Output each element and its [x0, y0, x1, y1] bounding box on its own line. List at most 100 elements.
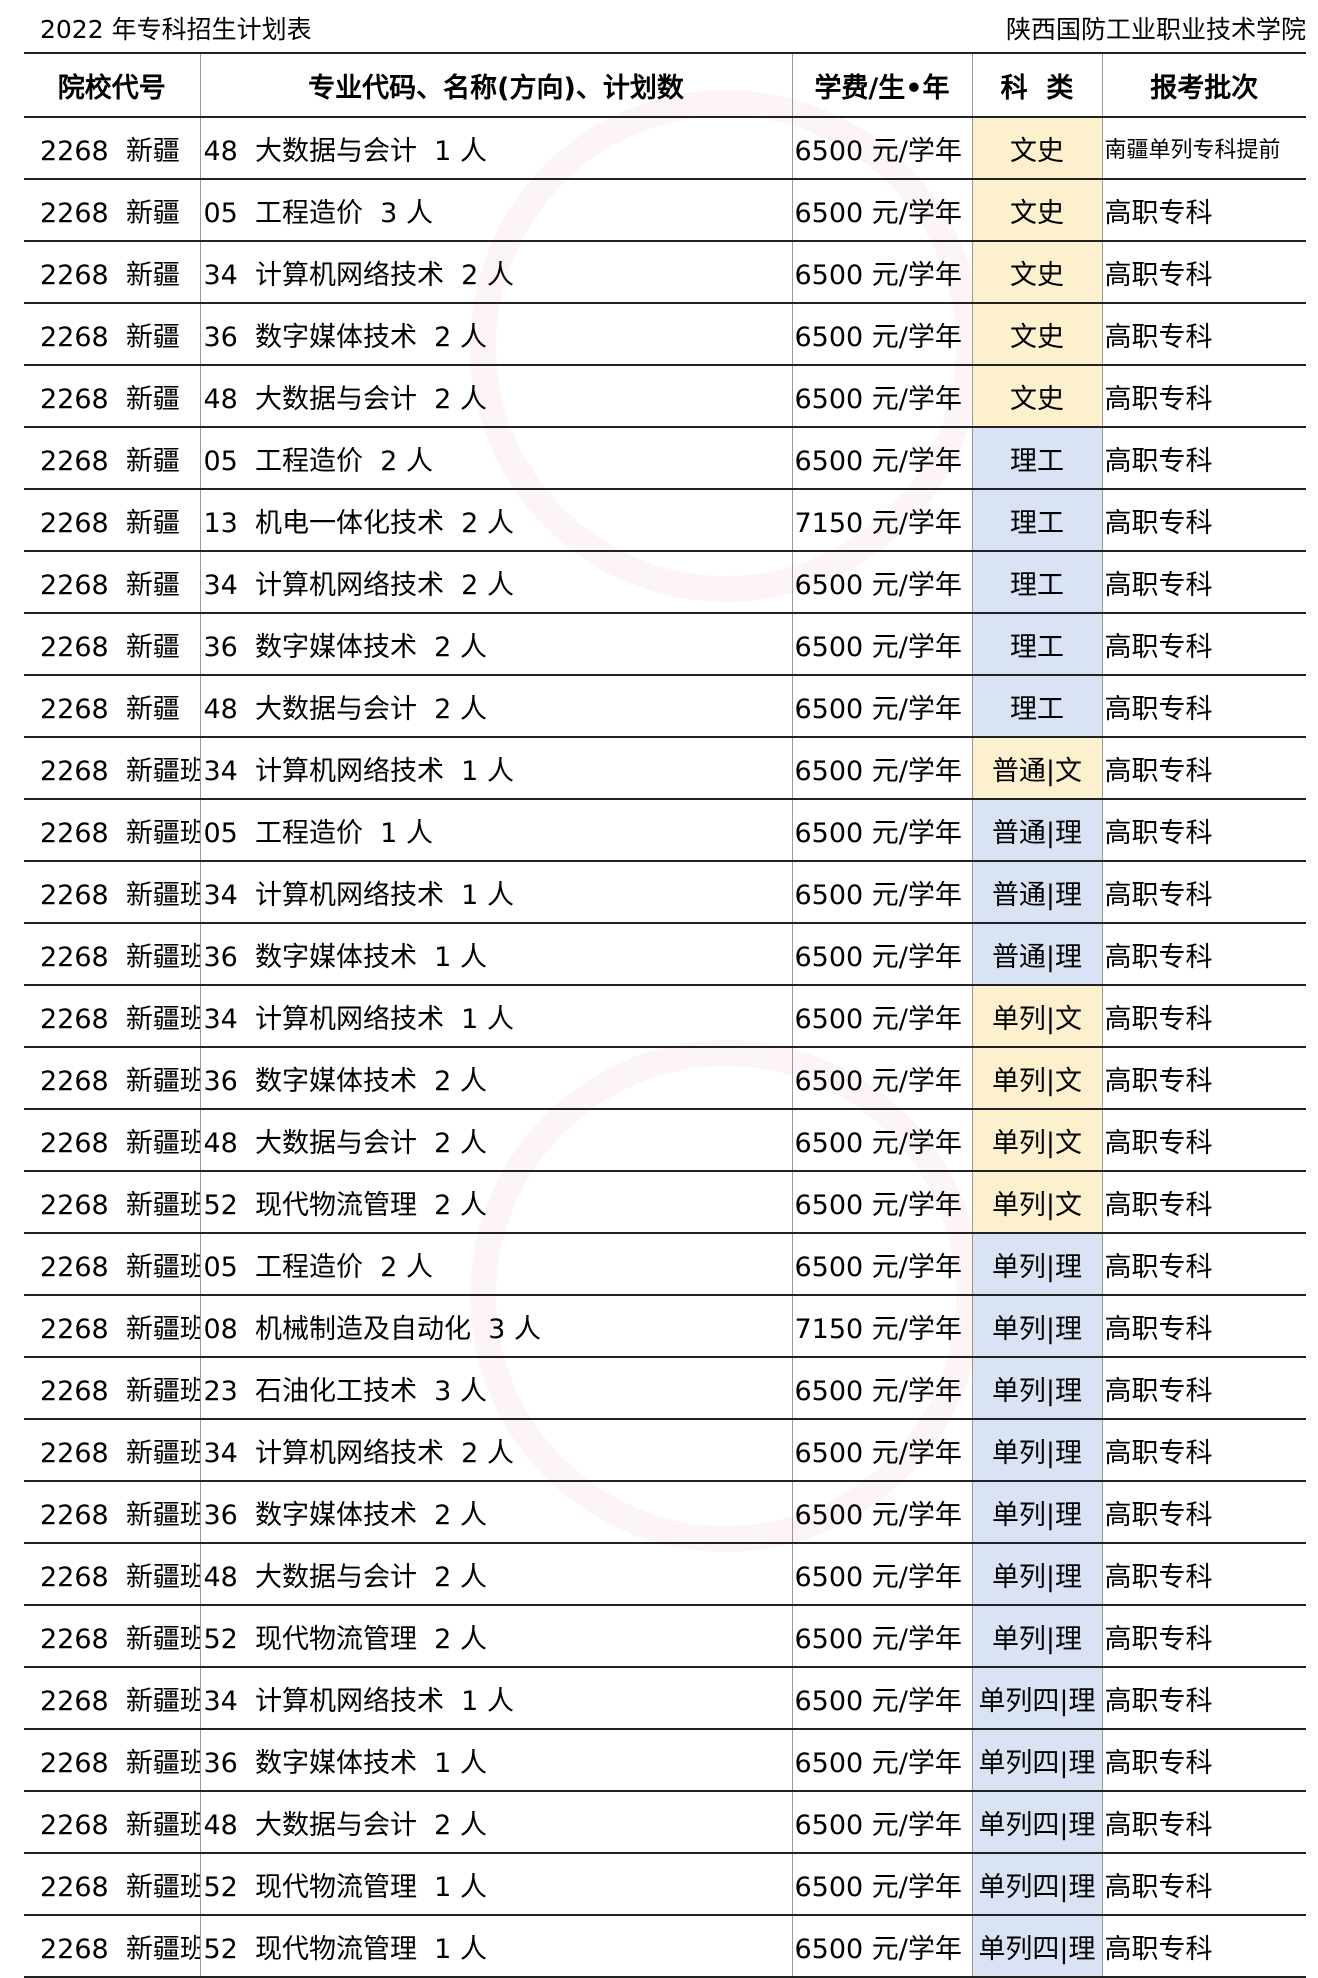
tuition-cell: 6500 元/学年 — [791, 1481, 972, 1544]
category-cell: 理工 — [971, 489, 1102, 552]
batch-cell: 高职专科 — [1101, 241, 1306, 304]
table-row: 2268 新疆班 52 现代物流管理 1 人 6500 元/学年 单列四|理 高职专科 — [24, 1853, 1306, 1916]
major-cell: 23 石油化工技术 3 人 — [199, 1357, 792, 1420]
school-code-cell: 2268 新疆班 — [24, 1295, 200, 1358]
category-cell: 单列|理 — [971, 1481, 1102, 1544]
batch-cell: 高职专科 — [1101, 1481, 1306, 1544]
batch-cell: 高职专科 — [1101, 1667, 1306, 1730]
category-cell: 理工 — [971, 427, 1102, 490]
table-row: 2268 新疆班 36 数字媒体技术 2 人 6500 元/学年 单列|理 高职专科 — [24, 1481, 1306, 1544]
major-cell: 05 工程造价 1 人 — [199, 799, 792, 862]
major-cell: 36 数字媒体技术 1 人 — [199, 1729, 792, 1792]
header-school-code: 院校代号 — [24, 52, 200, 118]
category-cell: 单列|理 — [971, 1295, 1102, 1358]
batch-cell: 高职专科 — [1101, 1729, 1306, 1792]
school-code-cell: 2268 新疆班 — [24, 1047, 200, 1110]
batch-cell: 高职专科 — [1101, 1233, 1306, 1296]
table-row: 2268 新疆班 52 现代物流管理 2 人 6500 元/学年 单列|文 高职专科 — [24, 1171, 1306, 1234]
major-cell: 13 机电一体化技术 2 人 — [199, 489, 792, 552]
table-row: 2268 新疆 48 大数据与会计 1 人 6500 元/学年 文史 南疆单列专科提前 — [24, 117, 1306, 180]
tuition-cell: 6500 元/学年 — [791, 799, 972, 862]
category-cell: 单列|理 — [971, 1543, 1102, 1606]
tuition-cell: 7150 元/学年 — [791, 1295, 972, 1358]
table-row: 2268 新疆班 23 石油化工技术 3 人 6500 元/学年 单列|理 高职专科 — [24, 1357, 1306, 1420]
batch-cell: 高职专科 — [1101, 861, 1306, 924]
category-cell: 单列|理 — [971, 1419, 1102, 1482]
school-code-cell: 2268 新疆班 — [24, 1915, 200, 1978]
table-row: 2268 新疆 34 计算机网络技术 2 人 6500 元/学年 理工 高职专科 — [24, 551, 1306, 614]
table-row: 2268 新疆班 34 计算机网络技术 1 人 6500 元/学年 单列四|理 高职专科 — [24, 1667, 1306, 1730]
enrollment-plan-table: 院校代号 专业代码、名称(方向)、计划数 学费/生•年 科 类 报考批次 226… — [24, 52, 1306, 1978]
category-cell: 文史 — [971, 303, 1102, 366]
major-cell: 36 数字媒体技术 1 人 — [199, 923, 792, 986]
category-cell: 理工 — [971, 613, 1102, 676]
major-cell: 48 大数据与会计 2 人 — [199, 675, 792, 738]
batch-cell: 高职专科 — [1101, 737, 1306, 800]
tuition-cell: 6500 元/学年 — [791, 551, 972, 614]
category-cell: 普通|理 — [971, 861, 1102, 924]
tuition-cell: 6500 元/学年 — [791, 985, 972, 1048]
batch-cell: 高职专科 — [1101, 427, 1306, 490]
batch-cell: 高职专科 — [1101, 1047, 1306, 1110]
tuition-cell: 6500 元/学年 — [791, 241, 972, 304]
major-cell: 08 机械制造及自动化 3 人 — [199, 1295, 792, 1358]
tuition-cell: 6500 元/学年 — [791, 1605, 972, 1668]
batch-cell: 高职专科 — [1101, 1109, 1306, 1172]
school-code-cell: 2268 新疆 — [24, 551, 200, 614]
school-code-cell: 2268 新疆班 — [24, 1109, 200, 1172]
major-cell: 48 大数据与会计 2 人 — [199, 365, 792, 428]
category-cell: 文史 — [971, 365, 1102, 428]
table-row: 2268 新疆班 34 计算机网络技术 1 人 6500 元/学年 普通|理 高职专科 — [24, 861, 1306, 924]
tuition-cell: 6500 元/学年 — [791, 861, 972, 924]
table-header-row: 院校代号 专业代码、名称(方向)、计划数 学费/生•年 科 类 报考批次 — [24, 52, 1306, 118]
table-row: 2268 新疆班 36 数字媒体技术 1 人 6500 元/学年 单列四|理 高职专科 — [24, 1729, 1306, 1792]
batch-cell: 高职专科 — [1101, 985, 1306, 1048]
tuition-cell: 6500 元/学年 — [791, 1791, 972, 1854]
major-cell: 34 计算机网络技术 2 人 — [199, 1419, 792, 1482]
school-code-cell: 2268 新疆班 — [24, 737, 200, 800]
table-row: 2268 新疆班 36 数字媒体技术 1 人 6500 元/学年 普通|理 高职专科 — [24, 923, 1306, 986]
category-cell: 理工 — [971, 551, 1102, 614]
batch-cell: 高职专科 — [1101, 1915, 1306, 1978]
batch-cell: 高职专科 — [1101, 1295, 1306, 1358]
school-code-cell: 2268 新疆班 — [24, 799, 200, 862]
table-row: 2268 新疆 13 机电一体化技术 2 人 7150 元/学年 理工 高职专科 — [24, 489, 1306, 552]
batch-cell: 高职专科 — [1101, 365, 1306, 428]
major-cell: 48 大数据与会计 1 人 — [199, 117, 792, 180]
category-cell: 普通|理 — [971, 799, 1102, 862]
batch-cell: 高职专科 — [1101, 1853, 1306, 1916]
category-cell: 文史 — [971, 241, 1102, 304]
category-cell: 单列|文 — [971, 985, 1102, 1048]
category-cell: 单列四|理 — [971, 1853, 1102, 1916]
category-cell: 单列|理 — [971, 1605, 1102, 1668]
page-header: 2022 年专科招生计划表 陕西国防工业职业技术学院 — [0, 0, 1318, 52]
school-code-cell: 2268 新疆班 — [24, 1233, 200, 1296]
school-code-cell: 2268 新疆 — [24, 427, 200, 490]
school-code-cell: 2268 新疆班 — [24, 1605, 200, 1668]
school-name: 陕西国防工业职业技术学院 — [1005, 15, 1306, 44]
table-row: 2268 新疆 34 计算机网络技术 2 人 6500 元/学年 文史 高职专科 — [24, 241, 1306, 304]
category-cell: 普通|理 — [971, 923, 1102, 986]
major-cell: 36 数字媒体技术 2 人 — [199, 613, 792, 676]
major-cell: 34 计算机网络技术 2 人 — [199, 241, 792, 304]
school-code-cell: 2268 新疆 — [24, 303, 200, 366]
table-row: 2268 新疆 05 工程造价 3 人 6500 元/学年 文史 高职专科 — [24, 179, 1306, 242]
tuition-cell: 6500 元/学年 — [791, 737, 972, 800]
school-code-cell: 2268 新疆 — [24, 365, 200, 428]
category-cell: 文史 — [971, 179, 1102, 242]
batch-cell: 高职专科 — [1101, 1419, 1306, 1482]
major-cell: 48 大数据与会计 2 人 — [199, 1109, 792, 1172]
school-code-cell: 2268 新疆班 — [24, 1853, 200, 1916]
major-cell: 52 现代物流管理 2 人 — [199, 1171, 792, 1234]
school-code-cell: 2268 新疆 — [24, 613, 200, 676]
batch-cell: 高职专科 — [1101, 675, 1306, 738]
major-cell: 34 计算机网络技术 2 人 — [199, 551, 792, 614]
category-cell: 单列四|理 — [971, 1915, 1102, 1978]
school-code-cell: 2268 新疆班 — [24, 1481, 200, 1544]
table-row: 2268 新疆 36 数字媒体技术 2 人 6500 元/学年 文史 高职专科 — [24, 303, 1306, 366]
tuition-cell: 7150 元/学年 — [791, 489, 972, 552]
school-code-cell: 2268 新疆 — [24, 241, 200, 304]
school-code-cell: 2268 新疆班 — [24, 861, 200, 924]
category-cell: 单列|文 — [971, 1047, 1102, 1110]
major-cell: 48 大数据与会计 2 人 — [199, 1543, 792, 1606]
